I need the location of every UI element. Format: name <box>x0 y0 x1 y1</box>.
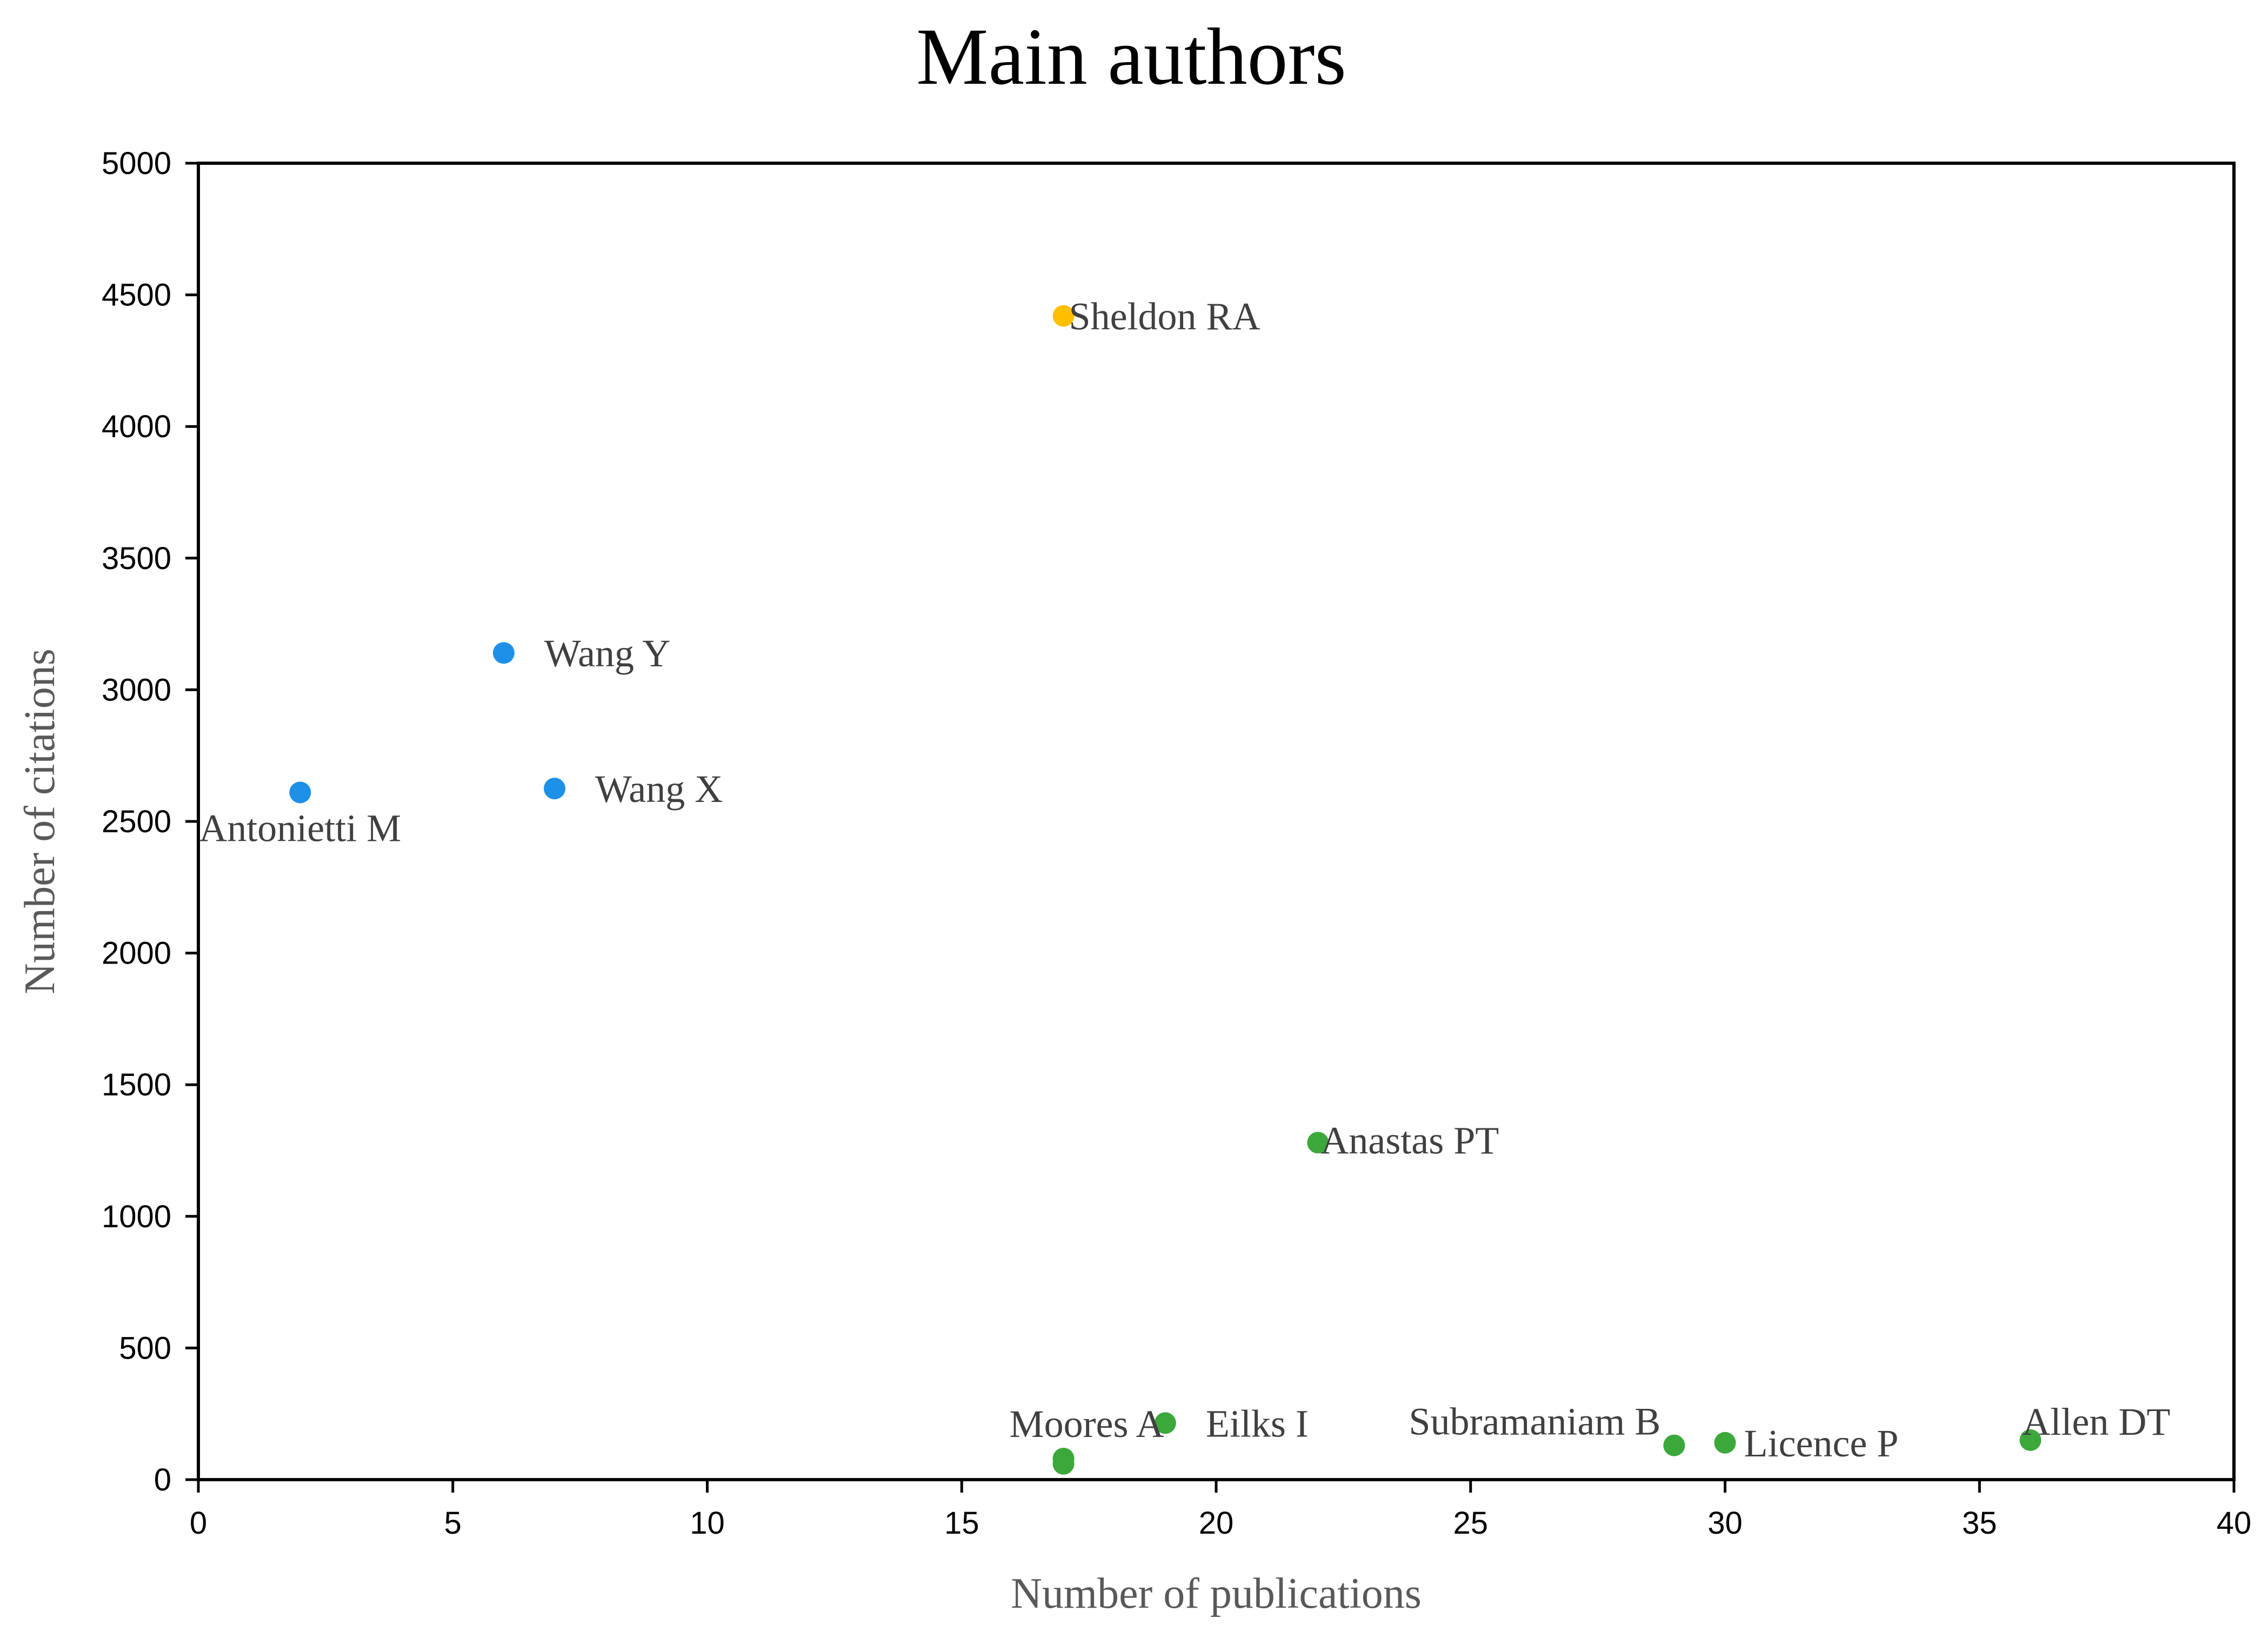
y-tick-label: 4000 <box>102 409 171 444</box>
y-axis: 0 500 1000 1500 2000 2500 3000 3500 4000 4500 5000 <box>102 146 198 1497</box>
data-point <box>1154 1412 1176 1434</box>
point-label: Sheldon RA <box>1069 295 1260 338</box>
y-tick-label: 5000 <box>102 146 171 181</box>
point-label: Allen DT <box>2022 1400 2170 1443</box>
y-tick-label: 3500 <box>102 541 171 576</box>
x-tick-label: 25 <box>1453 1506 1488 1541</box>
point-label: Wang X <box>595 767 723 811</box>
data-points <box>289 305 2042 1475</box>
y-tick-label: 2000 <box>102 936 171 971</box>
x-tick-label: 40 <box>2217 1506 2252 1541</box>
x-tick-label: 10 <box>690 1506 725 1541</box>
x-tick-label: 0 <box>190 1506 207 1541</box>
data-point <box>289 781 311 804</box>
point-label: Anastas PT <box>1320 1119 1499 1162</box>
y-tick-label: 1000 <box>102 1199 171 1234</box>
data-point <box>1307 1132 1329 1154</box>
point-label: Subramaniam B <box>1409 1400 1660 1443</box>
data-point <box>1052 1453 1075 1475</box>
data-point <box>544 778 566 800</box>
x-tick-label: 5 <box>444 1506 462 1541</box>
y-tick-label: 1500 <box>102 1067 171 1102</box>
point-label: Licence P <box>1744 1422 1899 1465</box>
point-labels: Antonietti M Wang Y Wang X Sheldon RA Moores… <box>199 295 2170 1465</box>
data-point <box>1714 1432 1736 1454</box>
x-tick-label: 20 <box>1199 1506 1234 1541</box>
x-axis: 0 5 10 15 20 25 30 35 40 <box>190 1480 2251 1541</box>
chart-title: Main authors <box>916 12 1346 102</box>
y-tick-label: 3000 <box>102 672 171 707</box>
data-point <box>2019 1429 2042 1451</box>
data-point <box>492 642 515 664</box>
point-label: Wang Y <box>544 632 670 675</box>
data-point <box>1663 1434 1685 1456</box>
point-label: Eilks I <box>1206 1402 1309 1445</box>
x-tick-label: 15 <box>944 1506 979 1541</box>
point-label: Antonietti M <box>199 806 401 850</box>
data-point <box>1052 305 1075 327</box>
x-tick-label: 35 <box>1962 1506 1997 1541</box>
x-tick-label: 30 <box>1707 1506 1743 1541</box>
y-axis-label: Number of citations <box>16 648 64 994</box>
y-tick-label: 0 <box>154 1462 171 1497</box>
y-tick-label: 500 <box>119 1330 171 1366</box>
y-tick-label: 2500 <box>102 804 171 839</box>
point-label: Moores A <box>1010 1402 1164 1446</box>
y-tick-label: 4500 <box>102 278 171 313</box>
x-axis-label: Number of publications <box>1011 1570 1422 1617</box>
